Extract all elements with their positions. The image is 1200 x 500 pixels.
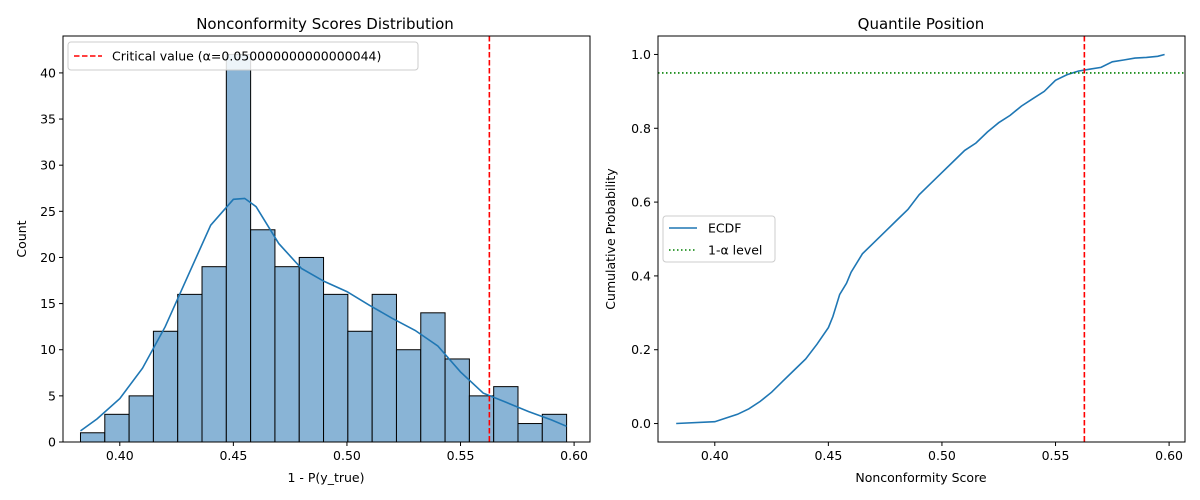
histogram-bar <box>420 312 446 443</box>
histogram-bar <box>104 413 130 443</box>
histogram-ytick-label: 0 <box>48 435 56 450</box>
histogram-bar <box>152 330 179 443</box>
histogram-bar <box>371 293 397 443</box>
histogram-title: Nonconformity Scores Distribution <box>196 15 454 33</box>
ecdf-title: Quantile Position <box>858 15 985 33</box>
histogram-plot-area: 0.40 0.45 0.50 0.55 0.60 0 5 10 15 20 25 30 35 40 <box>40 36 588 463</box>
histogram-xlabel: 1 - P(y_true) <box>287 470 364 485</box>
ecdf-ytick-label: 1.0 <box>631 47 651 62</box>
histogram-chart: Nonconformity Scores Distribution 0.40 0.… <box>14 15 591 485</box>
histogram-xtick-label: 0.55 <box>447 448 475 463</box>
histogram-bar <box>493 386 519 443</box>
ecdf-xtick-label: 0.45 <box>814 448 842 463</box>
histogram-bar <box>517 423 543 443</box>
histogram-bar <box>225 53 252 443</box>
histogram-bar <box>444 358 470 443</box>
histogram-bar <box>298 256 325 443</box>
histogram-bar <box>201 266 227 443</box>
legend-ecdf-label: ECDF <box>708 221 741 236</box>
histogram-bar <box>395 349 422 443</box>
ecdf-chart: Quantile Position 0.40 0.45 0.50 0.55 0.600.… <box>603 15 1186 485</box>
histogram-bar <box>468 395 495 443</box>
histogram-ylabel: Count <box>14 220 29 257</box>
ecdf-ytick-label: 0.4 <box>631 268 651 283</box>
histogram-bar <box>274 266 300 443</box>
ecdf-ytick-label: 0.8 <box>631 121 651 136</box>
histogram-ytick-label: 35 <box>40 112 56 127</box>
ecdf-xlabel: Nonconformity Score <box>855 470 987 485</box>
ecdf-ylabel: Cumulative Probability <box>603 168 618 310</box>
ecdf-line <box>676 53 1165 425</box>
histogram-ytick-label: 15 <box>40 296 56 311</box>
ecdf-ytick-label: 0.2 <box>631 342 651 357</box>
histogram-bar <box>79 432 106 443</box>
histogram-ytick-label: 20 <box>40 250 56 265</box>
histogram-legend-box <box>67 41 419 71</box>
ecdf-xtick-label: 0.40 <box>701 448 729 463</box>
kde-curve <box>80 197 567 432</box>
histogram-bar <box>250 229 276 443</box>
ecdf-legend: ECDF 1-α level <box>662 215 776 263</box>
histogram-xtick-label: 0.40 <box>106 448 134 463</box>
ecdf-xtick-label: 0.55 <box>1042 448 1070 463</box>
histogram-ytick-label: 40 <box>40 65 56 80</box>
histogram-xtick-label: 0.45 <box>219 448 247 463</box>
ecdf-xtick-label: 0.50 <box>928 448 956 463</box>
histogram-xtick-label: 0.60 <box>560 448 588 463</box>
ecdf-frame <box>657 35 1186 443</box>
ecdf-ytick-label: 0.6 <box>631 195 651 210</box>
histogram-xtick-label: 0.50 <box>333 448 361 463</box>
histogram-legend: Critical value (α=0.050000000000000044) <box>67 41 419 71</box>
histogram-bar <box>128 395 154 443</box>
histogram-ytick-label: 30 <box>40 158 56 173</box>
histogram-bar <box>177 293 203 443</box>
legend-critical-value-label: Critical value (α=0.050000000000000044) <box>112 49 381 64</box>
histogram-bar <box>323 293 349 443</box>
ecdf-xtick-label: 0.60 <box>1155 448 1183 463</box>
histogram-frame <box>62 35 591 443</box>
ecdf-plot-area: 0.40 0.45 0.50 0.55 0.60 0.0 0.2 0.4 0.6 0.8 1.0 <box>631 36 1185 463</box>
histogram-ytick-label: 5 <box>48 388 56 403</box>
histogram-bar <box>347 330 373 443</box>
legend-level-label: 1-α level <box>708 243 762 258</box>
histogram-ytick-label: 25 <box>40 204 56 219</box>
histogram-ytick-label: 10 <box>40 342 56 357</box>
ecdf-ytick-label: 0.0 <box>631 416 651 431</box>
